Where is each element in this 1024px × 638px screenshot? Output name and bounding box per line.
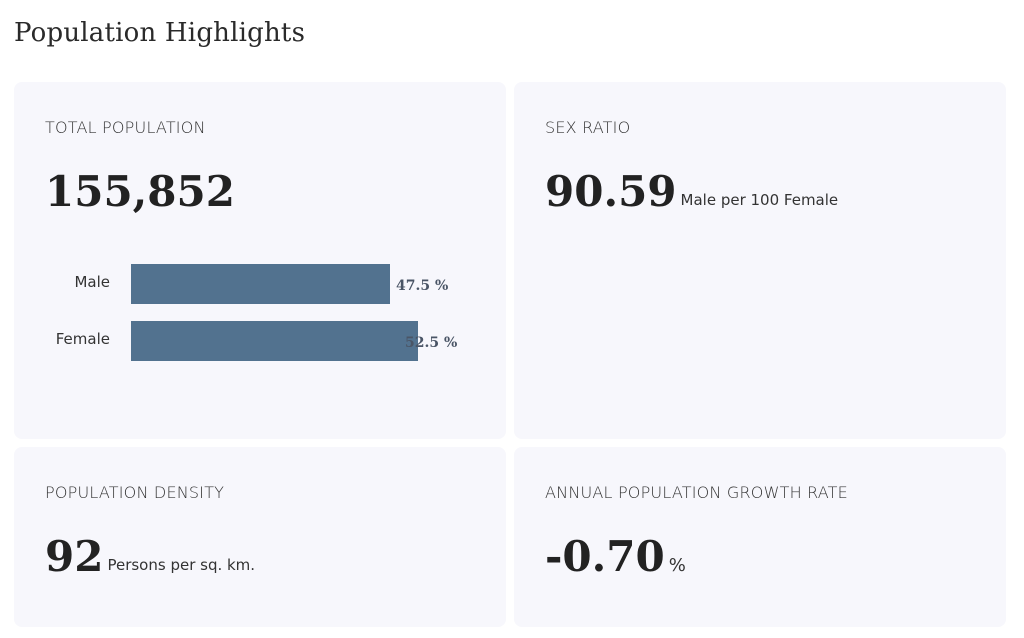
growth-rate-unit: % bbox=[668, 555, 686, 576]
total-population-value: 155,852 bbox=[45, 167, 235, 216]
population-density-label: POPULATION DENSITY bbox=[45, 483, 225, 502]
bar-label-female: Female bbox=[55, 330, 110, 348]
bar-value-female: 52.5 % bbox=[405, 335, 458, 351]
total-population-label: TOTAL POPULATION bbox=[45, 118, 206, 137]
bar-male bbox=[131, 264, 390, 304]
growth-rate-value-row: -0.70 % bbox=[545, 535, 686, 579]
population-density-card: POPULATION DENSITY 92 Persons per sq. km… bbox=[14, 447, 506, 627]
bar-row-male: Male 47.5 % bbox=[14, 264, 506, 304]
sex-ratio-label: SEX RATIO bbox=[545, 118, 631, 137]
sex-ratio-unit: Male per 100 Female bbox=[680, 191, 839, 209]
bar-value-male: 47.5 % bbox=[396, 278, 449, 294]
growth-rate-value: -0.70 bbox=[545, 532, 665, 581]
growth-rate-label: ANNUAL POPULATION GROWTH RATE bbox=[545, 483, 848, 502]
sex-ratio-value-row: 90.59 Male per 100 Female bbox=[545, 170, 838, 214]
population-density-value: 92 bbox=[45, 532, 104, 581]
population-density-value-row: 92 Persons per sq. km. bbox=[45, 535, 255, 579]
population-density-unit: Persons per sq. km. bbox=[107, 556, 256, 574]
bar-female bbox=[131, 321, 418, 361]
bar-row-female: Female 52.5 % bbox=[14, 321, 506, 361]
bar-label-male: Male bbox=[74, 273, 110, 291]
sex-ratio-card: SEX RATIO 90.59 Male per 100 Female bbox=[514, 82, 1006, 439]
total-population-value-row: 155,852 bbox=[45, 170, 235, 214]
growth-rate-card: ANNUAL POPULATION GROWTH RATE -0.70 % bbox=[514, 447, 1006, 627]
total-population-card: TOTAL POPULATION 155,852 Male 47.5 % Fem… bbox=[14, 82, 506, 439]
page-title: Population Highlights bbox=[14, 18, 306, 48]
sex-ratio-value: 90.59 bbox=[545, 167, 677, 216]
